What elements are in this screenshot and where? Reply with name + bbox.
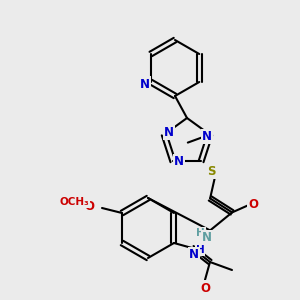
Text: H: H bbox=[196, 228, 205, 239]
Text: N: N bbox=[202, 130, 212, 143]
Text: O: O bbox=[200, 281, 210, 295]
Text: N: N bbox=[174, 155, 184, 168]
Text: O: O bbox=[248, 198, 258, 211]
Text: OCH₃: OCH₃ bbox=[59, 197, 89, 207]
Text: N: N bbox=[164, 126, 174, 139]
Text: H: H bbox=[196, 245, 204, 255]
Text: S: S bbox=[207, 165, 215, 178]
Text: O: O bbox=[84, 200, 94, 212]
Text: N: N bbox=[202, 231, 212, 244]
Text: N: N bbox=[189, 248, 199, 262]
Text: N: N bbox=[140, 77, 150, 91]
